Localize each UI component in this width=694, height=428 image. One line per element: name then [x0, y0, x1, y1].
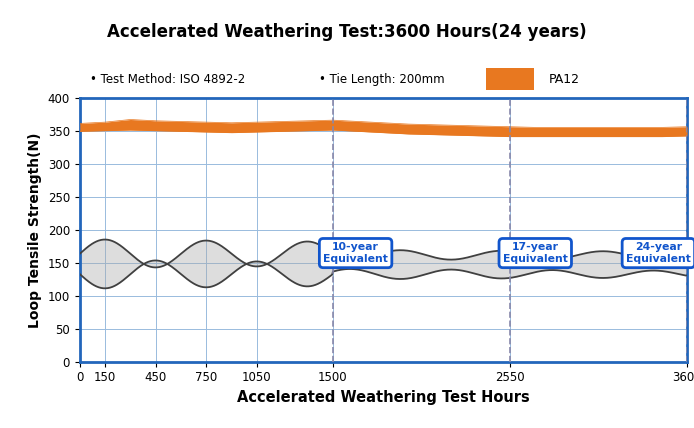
- Text: Accelerated Weathering Test:3600 Hours(24 years): Accelerated Weathering Test:3600 Hours(2…: [107, 23, 587, 41]
- X-axis label: Accelerated Weathering Test Hours: Accelerated Weathering Test Hours: [237, 390, 530, 405]
- Text: • Tie Length: 200mm: • Tie Length: 200mm: [319, 73, 445, 86]
- Text: • Test Method: ISO 4892-2: • Test Method: ISO 4892-2: [90, 73, 246, 86]
- Text: 10-year
Equivalent: 10-year Equivalent: [323, 242, 388, 264]
- Y-axis label: Loop Tensile Strength(N): Loop Tensile Strength(N): [28, 132, 42, 328]
- FancyBboxPatch shape: [486, 68, 534, 90]
- Text: 17-year
Equivalent: 17-year Equivalent: [503, 242, 568, 264]
- Text: PA12: PA12: [548, 73, 579, 86]
- Text: 24-year
Equivalent: 24-year Equivalent: [626, 242, 691, 264]
